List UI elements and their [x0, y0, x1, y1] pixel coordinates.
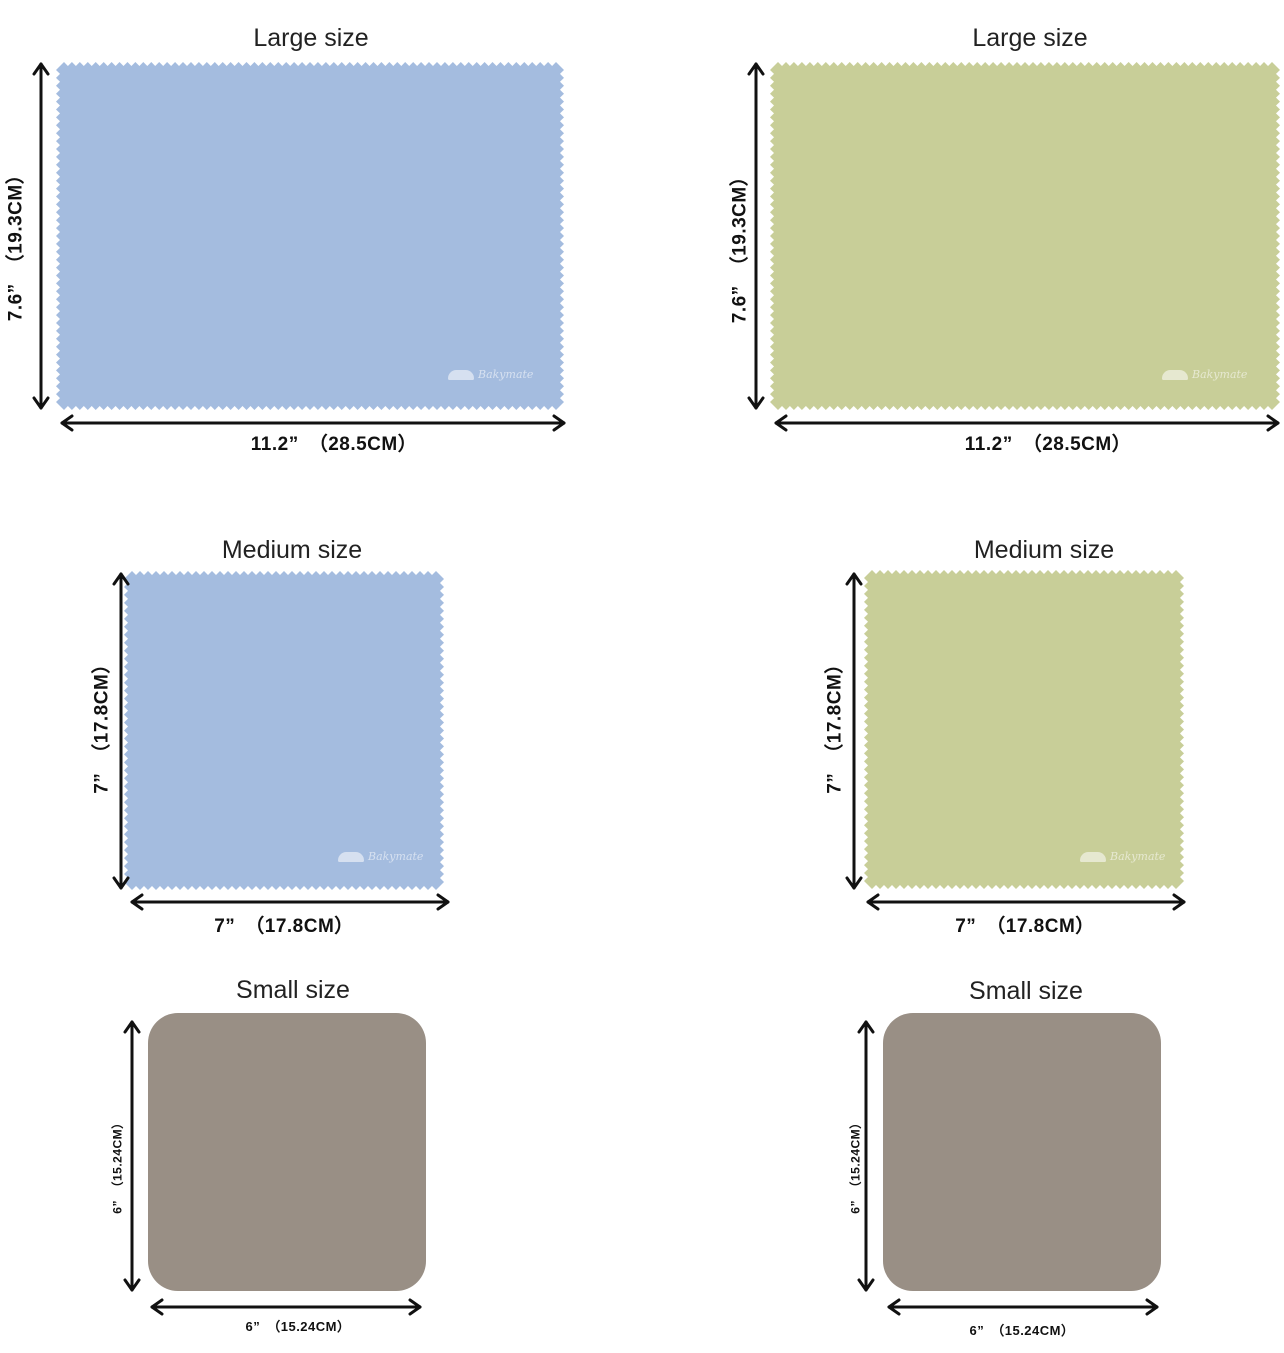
height-dimension-label: 7” （17.8CM） [91, 654, 113, 794]
double-arrow-icon [150, 1298, 422, 1316]
brand-mountain-icon [1080, 852, 1106, 862]
panel-title: Large size [253, 24, 369, 52]
height-dimension-arrow [857, 1020, 875, 1292]
cleaning-cloth-gray-small [883, 1013, 1161, 1291]
double-arrow-icon [866, 893, 1186, 911]
cleaning-cloth-green-large [770, 62, 1280, 410]
width-dimension-arrow [887, 1298, 1159, 1316]
width-dimension-label: 7” （17.8CM） [214, 916, 354, 937]
height-dimension-arrow [112, 572, 130, 890]
double-arrow-icon [774, 414, 1280, 432]
width-dimension-arrow [150, 1298, 422, 1316]
height-dimension-label: 7” （17.8CM） [824, 654, 846, 794]
cloth-shape [864, 570, 1184, 889]
height-dimension-label: 7.6” （19.3CM） [5, 164, 27, 322]
cloth-shape [56, 62, 564, 410]
double-arrow-icon [123, 1020, 141, 1292]
width-dimension-label: 7” （17.8CM） [955, 916, 1095, 937]
width-dimension-label: 6” （15.24CM） [245, 1319, 351, 1334]
brand-watermark-logo: Bakymate [1162, 368, 1247, 381]
height-dimension-arrow [32, 62, 50, 410]
cloth-shape [148, 1013, 426, 1291]
cleaning-cloth-blue-large [56, 62, 564, 410]
cloth-shape [124, 571, 444, 890]
height-dimension-arrow [845, 572, 863, 890]
height-dimension-arrow [747, 62, 765, 410]
width-dimension-label: 11.2” （28.5CM） [250, 434, 418, 455]
width-dimension-label: 11.2” （28.5CM） [964, 434, 1132, 455]
brand-watermark-logo: Bakymate [448, 368, 533, 381]
double-arrow-icon [747, 62, 765, 410]
width-dimension-arrow [774, 414, 1280, 432]
cloth-shape [770, 62, 1280, 410]
width-dimension-arrow [60, 414, 566, 432]
brand-watermark-logo: Bakymate [338, 850, 423, 863]
double-arrow-icon [112, 572, 130, 890]
brand-mountain-icon [448, 370, 474, 380]
double-arrow-icon [845, 572, 863, 890]
brand-mountain-icon [1162, 370, 1188, 380]
panel-title: Small size [236, 976, 350, 1004]
cleaning-cloth-blue-medium [124, 571, 444, 890]
width-dimension-arrow [866, 893, 1186, 911]
panel-title: Medium size [973, 536, 1115, 564]
panel-title: Large size [972, 24, 1088, 52]
height-dimension-label: 7.6” （19.3CM） [729, 166, 751, 324]
panel-title: Medium size [221, 536, 363, 564]
width-dimension-label: 6” （15.24CM） [969, 1323, 1075, 1338]
double-arrow-icon [887, 1298, 1159, 1316]
width-dimension-arrow [130, 893, 450, 911]
double-arrow-icon [130, 893, 450, 911]
height-dimension-label: 6” （15.24CM） [848, 1116, 863, 1214]
double-arrow-icon [60, 414, 566, 432]
cleaning-cloth-gray-small [148, 1013, 426, 1291]
height-dimension-arrow [123, 1020, 141, 1292]
brand-watermark-logo: Bakymate [1080, 850, 1165, 863]
double-arrow-icon [32, 62, 50, 410]
panel-title: Small size [969, 977, 1083, 1005]
height-dimension-label: 6” （15.24CM） [110, 1116, 125, 1214]
brand-mountain-icon [338, 852, 364, 862]
double-arrow-icon [857, 1020, 875, 1292]
cloth-shape [883, 1013, 1161, 1291]
cleaning-cloth-green-medium [864, 570, 1184, 889]
